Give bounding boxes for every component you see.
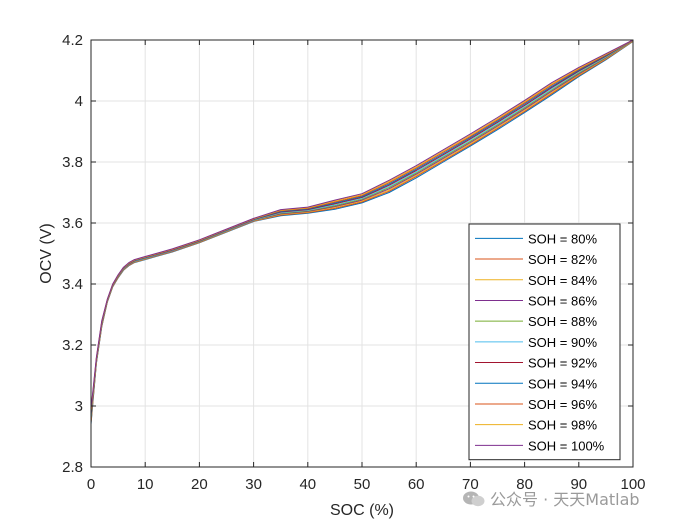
x-tick-label: 20	[191, 476, 208, 493]
series-line-soh-100	[90, 39, 634, 410]
legend-label: SOH = 86%	[528, 293, 597, 308]
y-tick-label: 4.2	[62, 32, 83, 49]
x-tick-label: 30	[245, 476, 262, 493]
legend-label: SOH = 82%	[528, 252, 597, 267]
x-tick-label: 80	[516, 476, 533, 493]
x-tick-label: 50	[354, 476, 371, 493]
ticks: 0 10 20 30 40 50 60 70 80 90 100 2.8 3 3.2 3.4 3.6 3.8 4 4…	[62, 32, 645, 493]
legend-label: SOH = 88%	[528, 314, 597, 329]
legend-label: SOH = 94%	[528, 376, 597, 391]
y-tick-label: 3	[75, 398, 83, 415]
y-tick-label: 2.8	[62, 459, 83, 476]
x-tick-label: 100	[620, 476, 645, 493]
x-tick-label: 90	[570, 476, 587, 493]
legend-label: SOH = 100%	[528, 438, 605, 453]
legend-label: SOH = 96%	[528, 397, 597, 412]
x-tick-label: 70	[462, 476, 479, 493]
watermark: 公众号 · 天天Matlab	[462, 486, 640, 510]
series-lines	[90, 39, 634, 425]
watermark-text: 公众号 · 天天Matlab	[490, 490, 640, 509]
legend[interactable]: SOH = 80% SOH = 82% SOH = 84% SOH = 86% SOH …	[468, 223, 621, 461]
wechat-icon	[463, 491, 485, 507]
x-tick-label: 60	[408, 476, 425, 493]
x-tick-label: 0	[87, 476, 95, 493]
legend-label: SOH = 90%	[528, 335, 597, 350]
x-tick-label: 10	[137, 476, 154, 493]
legend-label: SOH = 84%	[528, 273, 597, 288]
y-tick-label: 4	[75, 93, 83, 110]
y-tick-label: 3.8	[62, 154, 83, 171]
legend-label: SOH = 92%	[528, 356, 597, 371]
x-axis-title: SOC (%)	[330, 502, 394, 519]
legend-label: SOH = 80%	[528, 231, 597, 246]
x-tick-label: 40	[299, 476, 316, 493]
y-tick-label: 3.4	[62, 276, 83, 293]
y-axis-title: OCV (V)	[38, 223, 55, 283]
legend-label: SOH = 98%	[528, 418, 597, 433]
y-tick-label: 3.6	[62, 215, 83, 232]
y-tick-label: 3.2	[62, 337, 83, 354]
